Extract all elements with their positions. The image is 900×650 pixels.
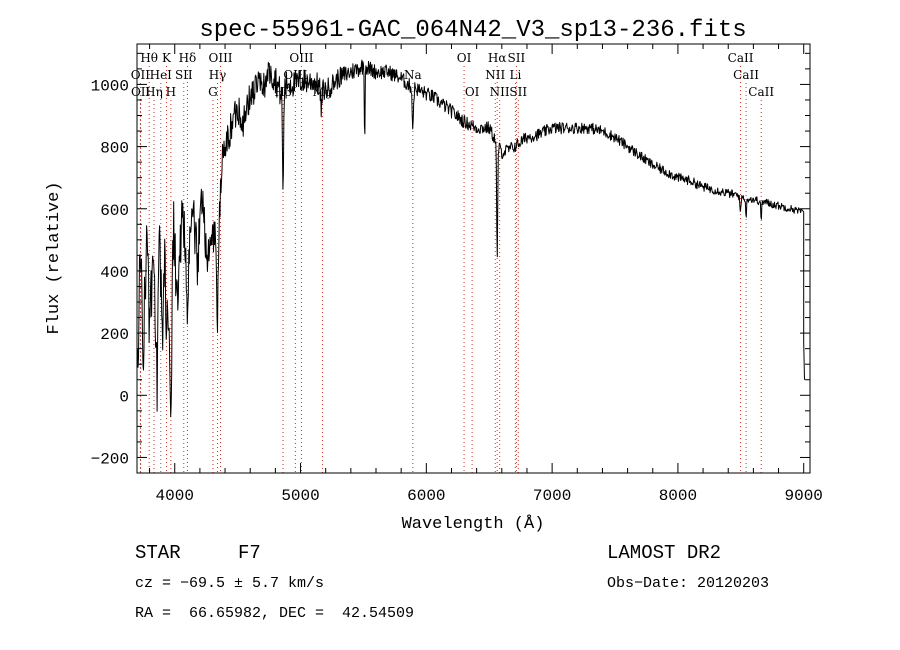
x-tick-label: 4000 — [156, 487, 194, 505]
line-marker-label-sii-6731: SII — [509, 85, 527, 99]
object-subclass: F7 — [238, 542, 261, 564]
y-axis-label: Flux (relative) — [45, 181, 64, 334]
line-marker-label-h-3969: H — [166, 85, 176, 99]
y-tick-label: 1000 — [91, 77, 129, 95]
x-tick-label: 9000 — [785, 487, 823, 505]
line-marker-label-oiii-5007: OIII — [289, 51, 313, 65]
line-marker-label-h-6563: Hα — [488, 51, 507, 65]
line-marker-label-oi-6300: OI — [457, 51, 472, 65]
line-marker-label-nii-6548: NII — [485, 68, 505, 82]
y-axis: −200 0 200 400 600 800 1000 — [91, 52, 810, 474]
line-marker-label-hei-3889: HeI — [150, 68, 173, 82]
line-marker-label-caii-8498: CaII — [728, 51, 754, 65]
line-marker-label-k-3934: K — [162, 51, 172, 65]
line-marker-label-h-3797: Hθ — [140, 51, 158, 65]
line-marker-label-na-5893: Na — [404, 68, 422, 82]
line-marker-label-oii-3729: OII — [131, 85, 151, 99]
line-marker-label-h-4340: Hγ — [209, 68, 227, 82]
sky-coordinates: RA = 66.65982, DEC = 42.54509 — [135, 605, 415, 622]
y-tick-label: 800 — [100, 140, 129, 158]
line-marker-label-oiii-4364: OIII — [208, 51, 232, 65]
x-tick-label: 7000 — [533, 487, 571, 505]
line-marker-label-nii-6583: NII — [490, 85, 510, 99]
plot-frame — [136, 43, 811, 474]
line-marker-label-oii-3727: OII — [131, 68, 151, 82]
line-marker-label-g-4304: G — [208, 85, 218, 99]
object-class: STAR — [135, 542, 181, 564]
line-marker-label-caii-8662: CaII — [748, 85, 774, 99]
y-tick-label: −200 — [91, 450, 129, 468]
x-tick-label: 8000 — [659, 487, 697, 505]
y-tick-label: 400 — [100, 264, 129, 282]
y-tick-label: 200 — [100, 326, 129, 344]
line-marker-label-h-3835: Hη — [145, 85, 163, 99]
redshift-velocity: cz = −69.5 ± 5.7 km/s — [135, 575, 325, 592]
x-tick-label: 6000 — [407, 487, 445, 505]
line-marker-label-h-4101: Hδ — [179, 51, 197, 65]
line-marker-label-caii-8542: CaII — [733, 68, 759, 82]
y-tick-label: 600 — [100, 202, 129, 220]
observation-date: Obs−Date: 20120203 — [607, 575, 770, 592]
survey-name: LAMOST DR2 — [607, 542, 722, 564]
chart-title: spec-55961-GAC_064N42_V3_sp13-236.fits — [199, 17, 746, 44]
line-marker-label-oi-6364: OI — [465, 85, 480, 99]
line-markers-layer — [139, 66, 762, 473]
line-marker-label-li-6708: Li — [509, 68, 521, 82]
x-axis: 4000 5000 6000 7000 8000 9000 — [149, 44, 823, 505]
line-marker-label-sii-4072: SII — [175, 68, 193, 82]
x-tick-label: 5000 — [281, 487, 319, 505]
y-tick-label: 0 — [119, 388, 129, 406]
line-marker-label-sii-6716: SII — [508, 51, 526, 65]
spectrum-series-line — [136, 59, 805, 418]
spectrum-chart: spec-55961-GAC_064N42_V3_sp13-236.fits H… — [45, 17, 823, 534]
x-axis-label: Wavelength (Å) — [402, 515, 545, 534]
